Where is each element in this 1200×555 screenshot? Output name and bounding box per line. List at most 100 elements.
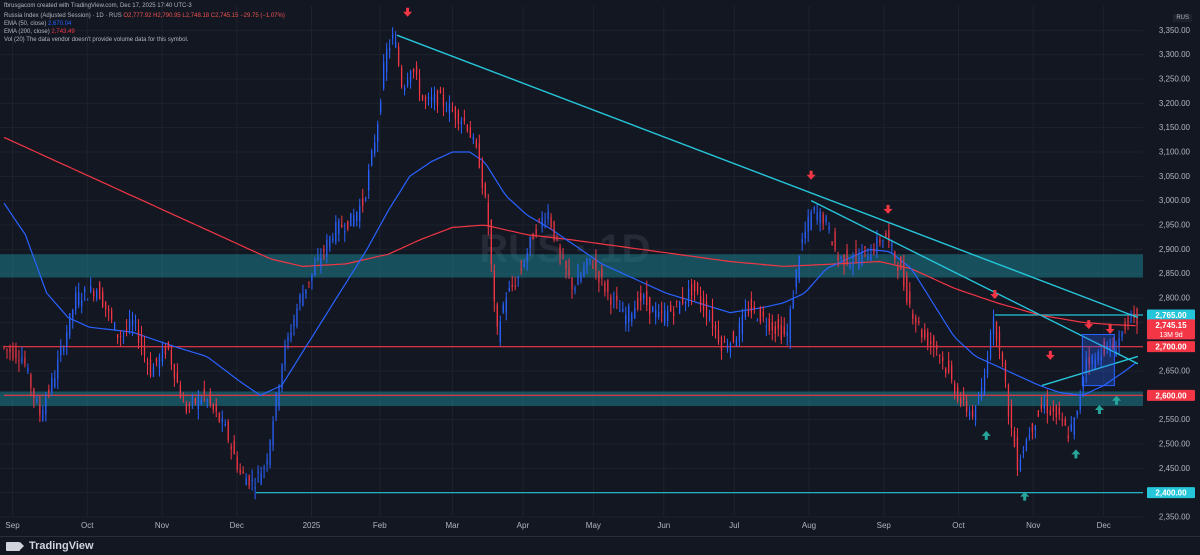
candle-body: [732, 331, 735, 342]
candle-body: [478, 143, 480, 168]
arrow-up-icon: [1094, 405, 1104, 415]
candle-body: [637, 298, 639, 309]
candle-body: [1028, 435, 1031, 438]
candle-body: [248, 475, 250, 486]
price-axis: 3,350.00 3,300.00 3,250.00 3,200.00 3,150.00…: [1143, 0, 1200, 537]
candle-body: [741, 314, 744, 334]
candle-body: [472, 137, 474, 140]
price-tick-label: 2,550.00: [1159, 415, 1191, 424]
candle-body: [529, 236, 531, 248]
candle-body: [831, 241, 833, 246]
candle-body: [63, 348, 65, 352]
candle-body: [756, 320, 758, 322]
candle-body: [1118, 338, 1120, 347]
candle-body: [619, 310, 621, 312]
candle-body: [481, 163, 483, 188]
candle-body: [257, 471, 259, 473]
zone-rect: [0, 254, 1143, 278]
price-chart[interactable]: RUS · 1D 3,350.003,300.003,250.003,200.0…: [0, 0, 1200, 537]
candle-body: [60, 347, 62, 356]
candle-body: [735, 339, 738, 346]
ema200-legend[interactable]: EMA (200, close) 2,743.49: [4, 29, 75, 36]
candle-body: [1112, 343, 1114, 349]
candle-body: [254, 486, 256, 489]
candle-body: [909, 291, 911, 305]
candle-body: [601, 268, 603, 278]
candle-body: [789, 309, 791, 343]
candle-body: [795, 269, 797, 288]
candle-body: [45, 399, 47, 415]
arrow-down-icon: [403, 7, 413, 17]
candle-body: [801, 239, 803, 243]
candle-body: [900, 256, 902, 270]
highlight-box: [1081, 334, 1115, 387]
time-tick-label: Dec: [230, 521, 244, 530]
candle-body: [1082, 377, 1084, 389]
candle-body: [487, 202, 489, 228]
candle-body: [365, 198, 367, 200]
ema200-legend-label: EMA (200, close): [4, 29, 50, 35]
volume-legend[interactable]: Vol (20) The data vendor doesn't provide…: [4, 37, 189, 43]
price-badge-label: 2,400.00: [1155, 489, 1187, 498]
candle-body: [484, 183, 486, 197]
candle-body: [1019, 459, 1022, 471]
candle-body: [182, 401, 185, 403]
candle-body: [236, 456, 238, 470]
candle-body: [179, 384, 182, 399]
price-tick-label: 3,200.00: [1159, 99, 1191, 108]
candle-body: [320, 257, 322, 267]
candle-body: [670, 304, 672, 312]
candle-body: [302, 292, 304, 306]
candle-body: [852, 262, 854, 266]
ema-200-line: [3, 136, 1136, 327]
candle-body: [110, 310, 113, 320]
price-badge: [1147, 319, 1195, 340]
candle-body: [78, 292, 80, 306]
candle-body: [164, 347, 167, 355]
candle-body: [586, 258, 588, 268]
candle-body: [185, 404, 187, 412]
candle-body: [723, 341, 726, 343]
candle-body: [433, 94, 436, 103]
candle-body: [131, 320, 134, 327]
candle-body: [140, 333, 143, 348]
candle-body: [574, 287, 576, 291]
price-tick-label: 3,000.00: [1159, 196, 1191, 205]
candle-body: [765, 326, 767, 328]
candle-body: [230, 446, 232, 450]
candle-body: [798, 256, 800, 281]
candle-body: [134, 321, 137, 323]
ema50-legend[interactable]: EMA (50, close) 2,670.04: [4, 21, 71, 28]
candle-body: [191, 397, 193, 399]
time-tick-label: 2025: [303, 521, 321, 530]
candle-body: [356, 212, 358, 222]
time-tick-label: Feb: [373, 521, 387, 530]
candle-body: [595, 259, 597, 271]
candle-body: [652, 306, 654, 313]
candle-body: [598, 271, 600, 283]
tradingview-logo[interactable]: TradingView: [6, 540, 94, 552]
candle-body: [1034, 425, 1037, 431]
candle-body: [278, 385, 280, 408]
candle-body: [894, 251, 896, 260]
price-tick-label: 2,350.00: [1159, 513, 1191, 522]
candle-body: [948, 360, 950, 372]
price-tick-label: 2,950.00: [1159, 221, 1191, 230]
candle-body: [744, 309, 747, 318]
candle-body: [1121, 331, 1123, 337]
candle-body: [377, 124, 379, 143]
candle-body: [613, 297, 615, 299]
candle-body: [305, 289, 307, 295]
candle-body: [1106, 344, 1108, 348]
candle-body: [93, 291, 95, 297]
candle-body: [962, 392, 965, 401]
candle-body: [702, 298, 705, 311]
candle-body: [714, 325, 717, 330]
arrow-down-icon: [883, 204, 893, 214]
price-badge: [1147, 341, 1195, 353]
candle-body: [1070, 424, 1072, 431]
candle-body: [1022, 450, 1025, 453]
candle-body: [84, 288, 86, 293]
candle-body: [290, 332, 292, 340]
tradingview-brand: TradingView: [29, 540, 94, 552]
